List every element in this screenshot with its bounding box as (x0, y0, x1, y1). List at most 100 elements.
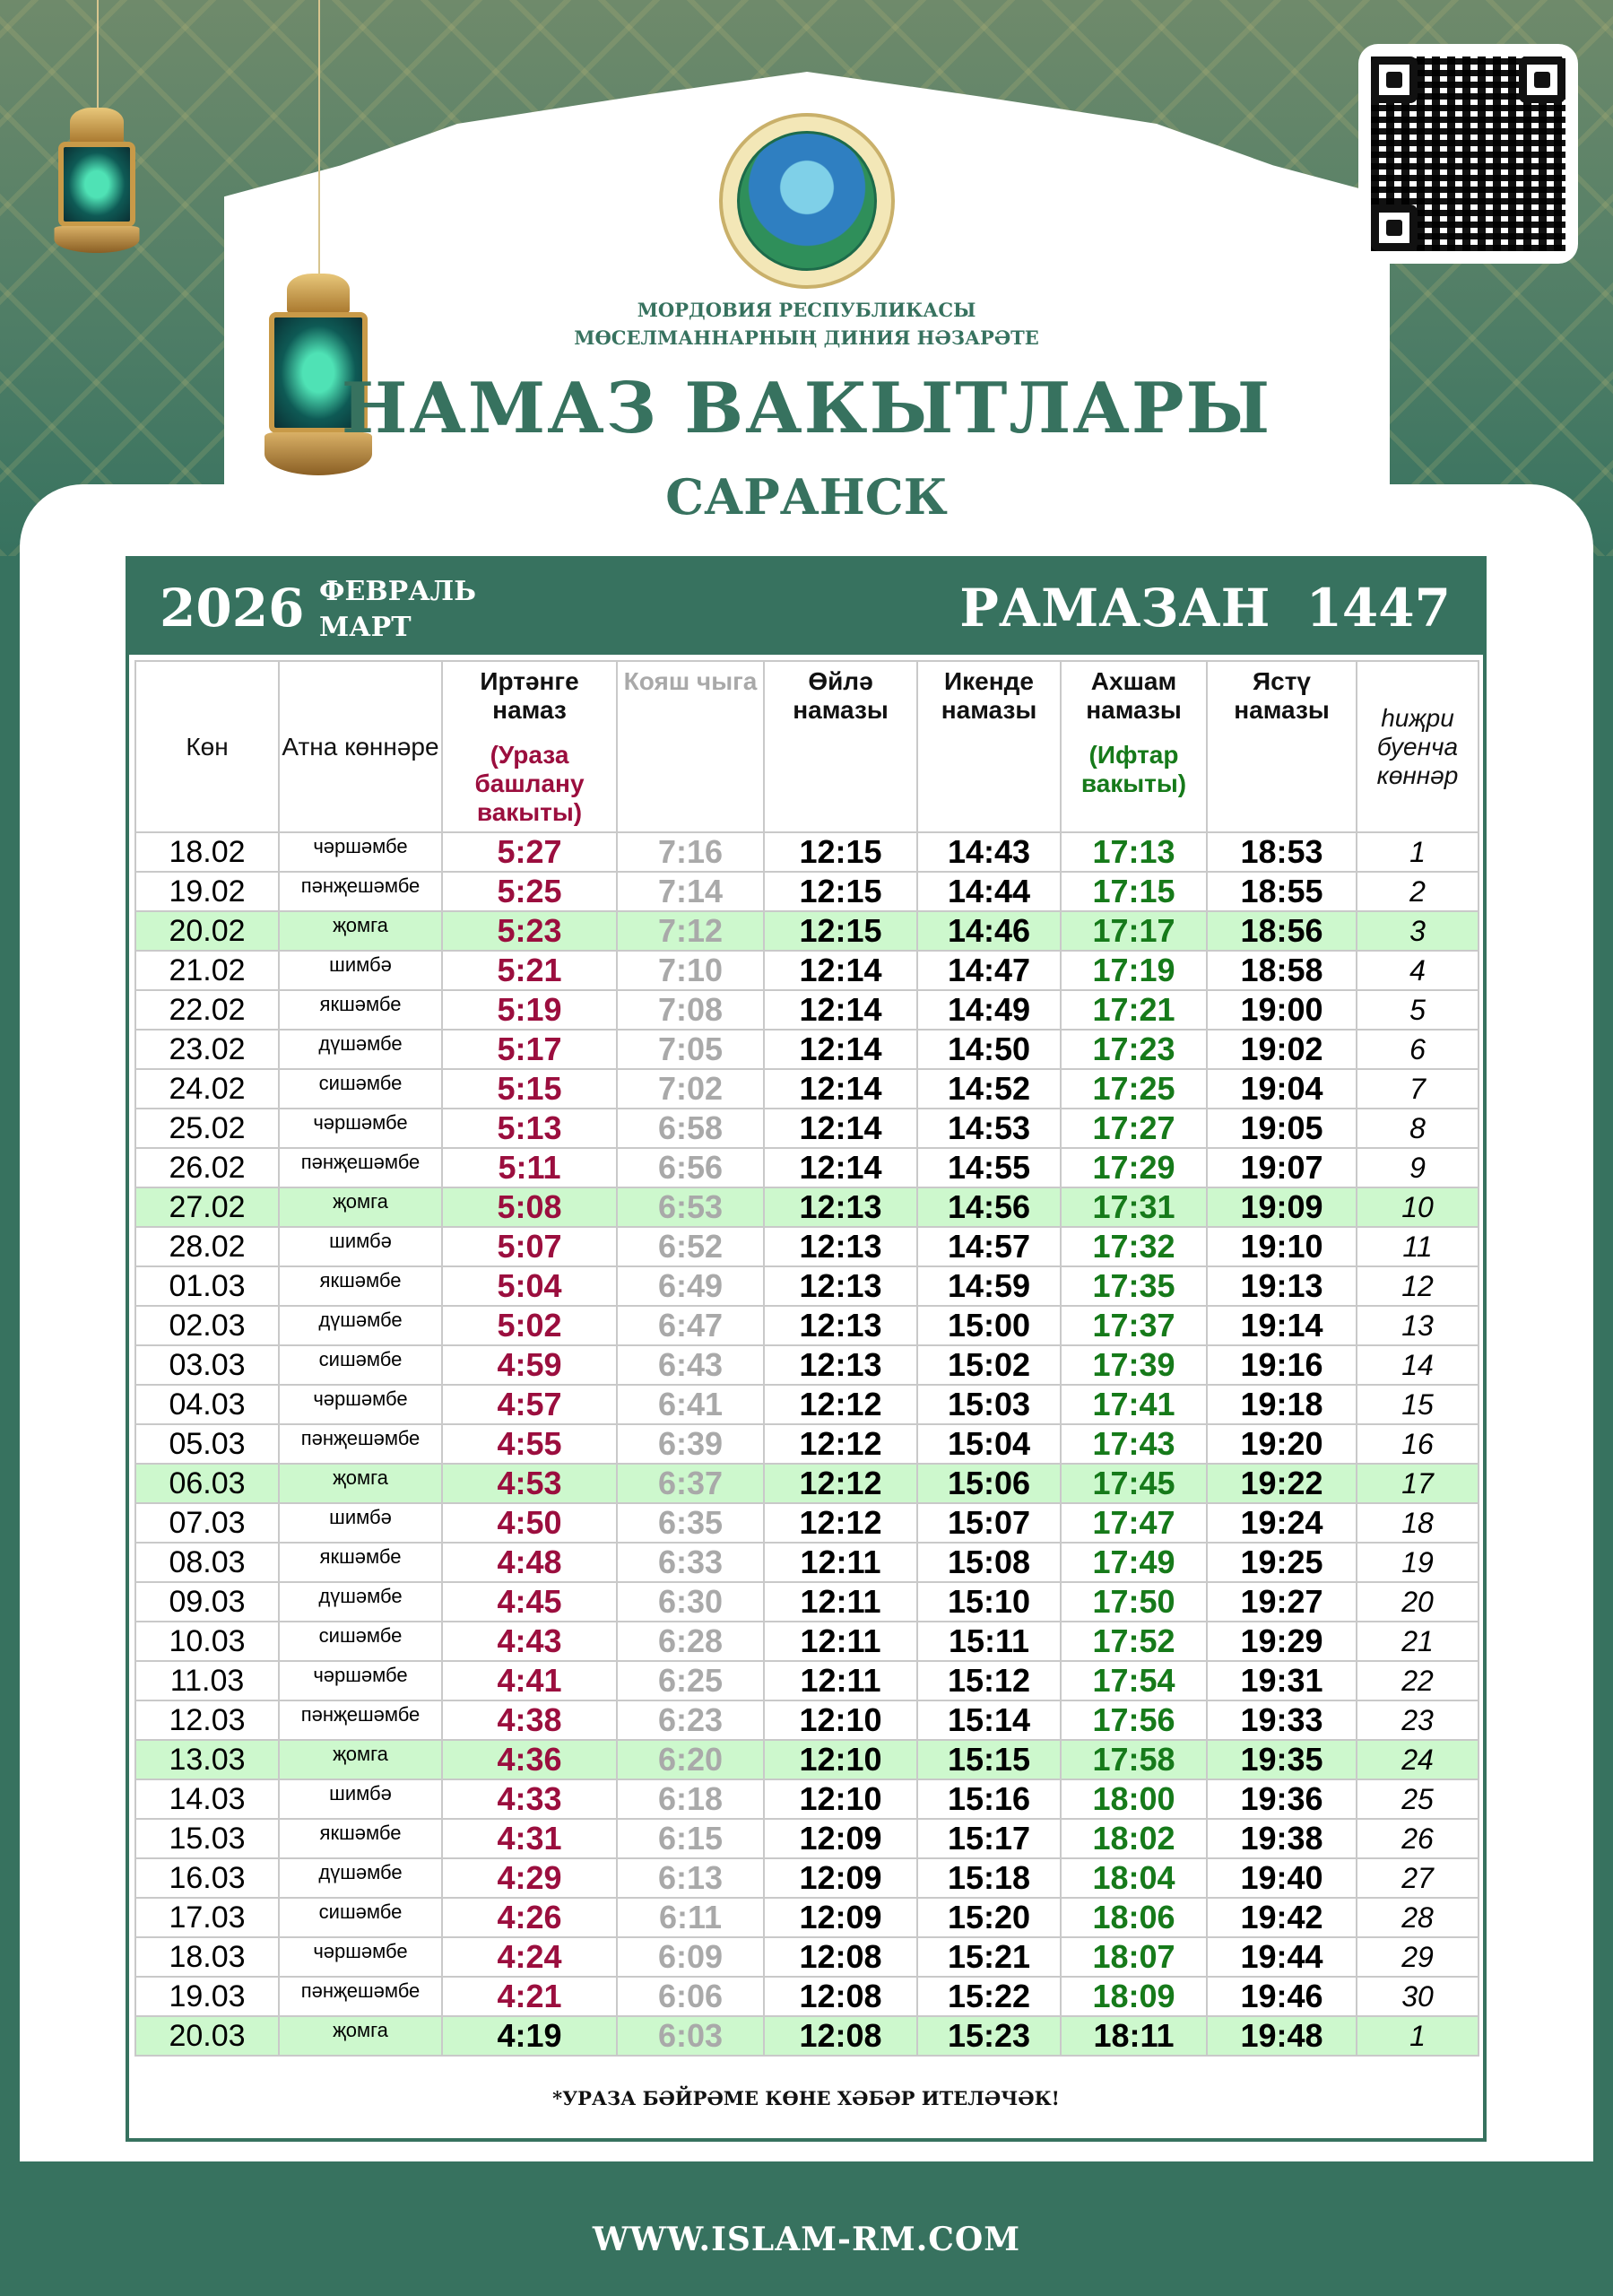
cell-sunrise: 7:05 (616, 1029, 765, 1070)
cell-fajr: 4:41 (441, 1660, 618, 1701)
cell-isha: 19:44 (1206, 1936, 1357, 1978)
cell-sunrise: 6:52 (616, 1226, 765, 1267)
cell-maghrib: 17:23 (1060, 1029, 1208, 1070)
cell-sunrise: 6:33 (616, 1542, 765, 1583)
cell-asr: 14:43 (916, 831, 1062, 873)
cell-maghrib: 17:49 (1060, 1542, 1208, 1583)
cell-dhuhr: 12:13 (763, 1187, 918, 1228)
cell-isha: 19:20 (1206, 1423, 1357, 1465)
col-maghrib-sub: (Ифтар вакыты) (1080, 741, 1187, 797)
cell-sunrise: 7:02 (616, 1068, 765, 1109)
cell-fajr: 5:23 (441, 910, 618, 952)
cell-isha: 19:40 (1206, 1857, 1357, 1899)
cell-date: 02.03 (134, 1305, 280, 1346)
lantern-icon (264, 0, 372, 484)
cell-dhuhr: 12:11 (763, 1660, 918, 1701)
col-weekday: Атна көннәре (278, 660, 443, 833)
cell-hijri: 15 (1356, 1384, 1479, 1425)
cell-hijri: 21 (1356, 1621, 1479, 1662)
cell-asr: 14:50 (916, 1029, 1062, 1070)
cell-date: 21.02 (134, 950, 280, 991)
cell-date: 25.02 (134, 1108, 280, 1149)
cell-asr: 14:52 (916, 1068, 1062, 1109)
cell-hijri: 27 (1356, 1857, 1479, 1899)
table-row: 28.02 шимбә 5:07 6:52 12:13 14:57 17:32 19:10 11 (134, 1226, 1479, 1267)
cell-date: 22.02 (134, 989, 280, 1031)
cell-dhuhr: 12:14 (763, 1108, 918, 1149)
cell-asr: 15:04 (916, 1423, 1062, 1465)
cell-date: 03.03 (134, 1344, 280, 1386)
cell-weekday: җомга (278, 910, 443, 952)
cell-date: 18.02 (134, 831, 280, 873)
col-hijri: һиҗри буенча көннәр (1356, 660, 1479, 833)
cell-sunrise: 6:18 (616, 1779, 765, 1820)
cell-maghrib: 18:02 (1060, 1818, 1208, 1859)
website-link[interactable]: WWW.ISLAM-RM.COM (592, 2221, 1021, 2258)
cell-fajr: 4:55 (441, 1423, 618, 1465)
cell-maghrib: 18:11 (1060, 2015, 1208, 2057)
cell-fajr: 4:33 (441, 1779, 618, 1820)
cell-date: 11.03 (134, 1660, 280, 1701)
cell-hijri: 1 (1356, 831, 1479, 873)
cell-sunrise: 6:03 (616, 2015, 765, 2057)
cell-sunrise: 6:43 (616, 1344, 765, 1386)
city-name: САРАНСК (665, 468, 948, 526)
cell-date: 24.02 (134, 1068, 280, 1109)
cell-maghrib: 17:54 (1060, 1660, 1208, 1701)
cell-hijri: 11 (1356, 1226, 1479, 1267)
cell-isha: 19:48 (1206, 2015, 1357, 2057)
cell-weekday: дүшәмбе (278, 1857, 443, 1899)
cell-dhuhr: 12:11 (763, 1621, 918, 1662)
cell-fajr: 5:08 (441, 1187, 618, 1228)
cell-date: 20.03 (134, 2015, 280, 2057)
cell-fajr: 4:21 (441, 1976, 618, 2017)
table-row: 15.03 якшәмбе 4:31 6:15 12:09 15:17 18:02 19:38… (134, 1818, 1479, 1859)
table-row: 11.03 чәршәмбе 4:41 6:25 12:11 15:12 17:54 19:3… (134, 1660, 1479, 1701)
cell-sunrise: 6:39 (616, 1423, 765, 1465)
cell-asr: 14:57 (916, 1226, 1062, 1267)
timetable: Көн Атна көннәре Иртәнге намаз (Ураза ба… (134, 660, 1479, 2057)
col-day: Көн (134, 660, 280, 833)
eid-note: *УРАЗА БӘЙРӘМЕ КӨНЕ ХӘБӘР ИТЕЛӘЧӘК! (552, 2087, 1060, 2109)
cell-isha: 19:27 (1206, 1581, 1357, 1622)
cell-dhuhr: 12:09 (763, 1818, 918, 1859)
cell-isha: 19:31 (1206, 1660, 1357, 1701)
cell-dhuhr: 12:14 (763, 950, 918, 991)
cell-isha: 19:36 (1206, 1779, 1357, 1820)
cell-weekday: җомга (278, 2015, 443, 2057)
cell-date: 18.03 (134, 1936, 280, 1978)
cell-isha: 19:10 (1206, 1226, 1357, 1267)
cell-isha: 19:35 (1206, 1739, 1357, 1780)
cell-weekday: пәнҗешәмбе (278, 1147, 443, 1188)
month-1: ФЕВРАЛЬ (319, 576, 476, 607)
cell-weekday: шимбә (278, 1502, 443, 1544)
cell-dhuhr: 12:13 (763, 1305, 918, 1346)
cell-fajr: 5:17 (441, 1029, 618, 1070)
cell-fajr: 5:04 (441, 1265, 618, 1307)
cell-weekday: пәнҗешәмбе (278, 1423, 443, 1465)
cell-asr: 15:02 (916, 1344, 1062, 1386)
cell-weekday: чәршәмбе (278, 1384, 443, 1425)
cell-hijri: 4 (1356, 950, 1479, 991)
cell-weekday: чәршәмбе (278, 1660, 443, 1701)
cell-sunrise: 6:35 (616, 1502, 765, 1544)
table-row: 21.02 шимбә 5:21 7:10 12:14 14:47 17:19 18:58 4 (134, 950, 1479, 991)
cell-dhuhr: 12:08 (763, 2015, 918, 2057)
cell-dhuhr: 12:12 (763, 1502, 918, 1544)
cell-hijri: 7 (1356, 1068, 1479, 1109)
cell-asr: 15:17 (916, 1818, 1062, 1859)
page-title: НАМАЗ ВАКЫТЛАРЫ (341, 368, 1272, 449)
table-row: 13.03 җомга 4:36 6:20 12:10 15:15 17:58 19:35 24 (134, 1739, 1479, 1780)
table-row: 06.03 җомга 4:53 6:37 12:12 15:06 17:45 19:22 17 (134, 1463, 1479, 1504)
cell-fajr: 4:38 (441, 1700, 618, 1741)
cell-date: 07.03 (134, 1502, 280, 1544)
cell-asr: 15:22 (916, 1976, 1062, 2017)
cell-maghrib: 17:27 (1060, 1108, 1208, 1149)
cell-sunrise: 6:56 (616, 1147, 765, 1188)
table-row: 02.03 дүшәмбе 5:02 6:47 12:13 15:00 17:37 19:14… (134, 1305, 1479, 1346)
cell-sunrise: 6:41 (616, 1384, 765, 1425)
cell-weekday: пәнҗешәмбе (278, 1700, 443, 1741)
cell-maghrib: 17:50 (1060, 1581, 1208, 1622)
cell-date: 23.02 (134, 1029, 280, 1070)
cell-dhuhr: 12:11 (763, 1542, 918, 1583)
